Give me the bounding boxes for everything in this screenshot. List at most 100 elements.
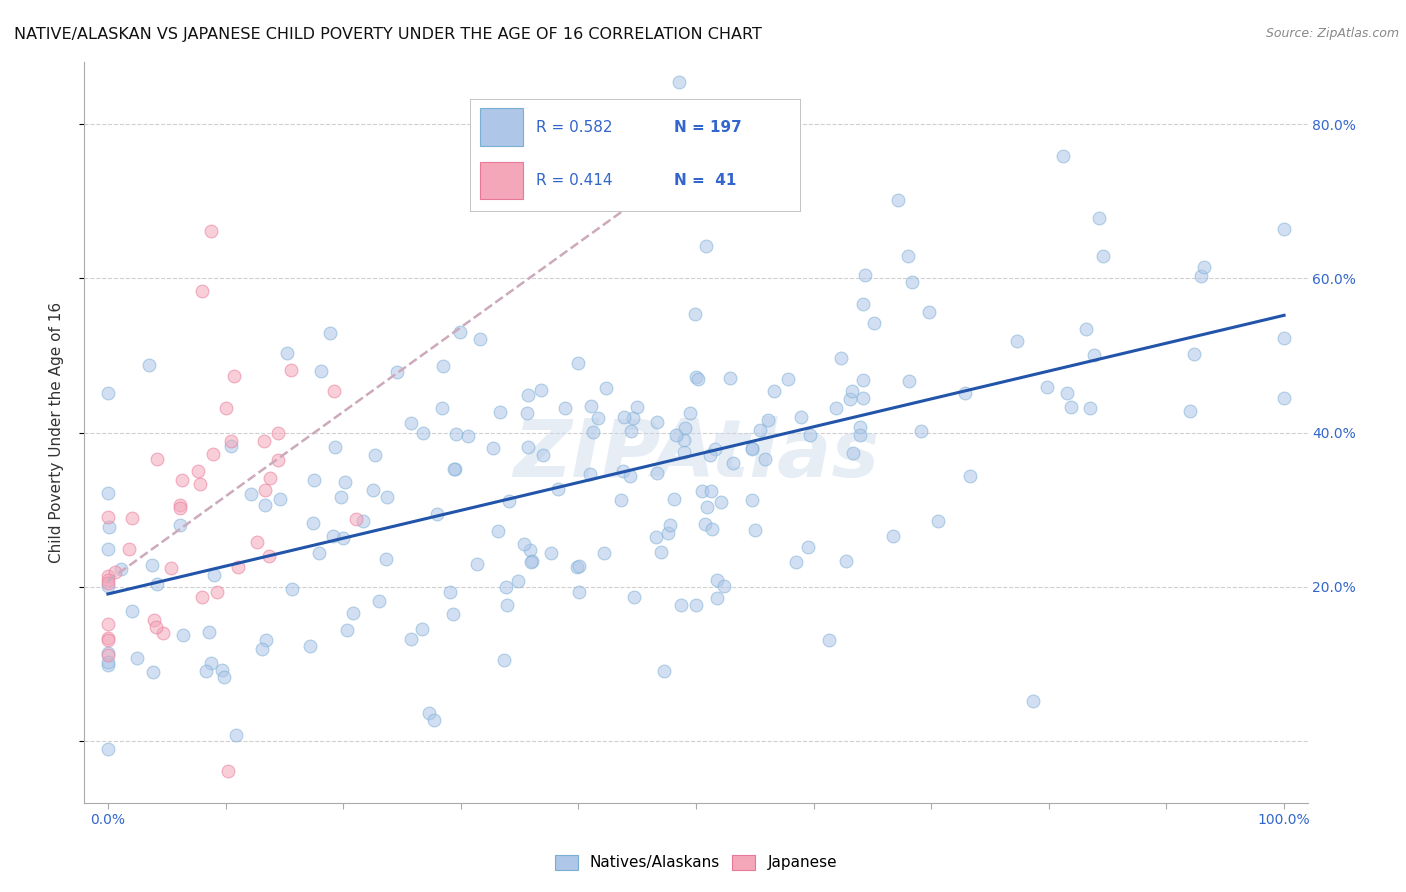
Point — [97, 569, 120, 583]
Point — [444, 427, 467, 442]
Point — [422, 713, 444, 727]
Point — [834, 554, 856, 568]
Point — [927, 514, 949, 528]
Point — [253, 434, 276, 449]
Point — [212, 670, 235, 684]
Legend: Natives/Alaskans, Japanese: Natives/Alaskans, Japanese — [548, 849, 844, 877]
Point — [97, 655, 120, 669]
Point — [467, 557, 489, 571]
Point — [756, 413, 779, 427]
Point — [619, 469, 641, 483]
Point — [253, 498, 276, 512]
Point — [613, 409, 636, 424]
Point — [610, 492, 633, 507]
Point — [841, 384, 863, 398]
Text: NATIVE/ALASKAN VS JAPANESE CHILD POVERTY UNDER THE AGE OF 16 CORRELATION CHART: NATIVE/ALASKAN VS JAPANESE CHILD POVERTY… — [14, 27, 762, 42]
Point — [138, 359, 160, 373]
Point — [910, 424, 932, 438]
Point — [898, 374, 921, 388]
Point — [554, 401, 576, 416]
Point — [239, 487, 262, 501]
Point — [1092, 249, 1115, 263]
Point — [744, 523, 766, 537]
Point — [654, 664, 676, 678]
Point — [426, 507, 449, 521]
Point — [97, 633, 120, 648]
Point — [568, 558, 591, 573]
Point — [200, 224, 222, 238]
Point — [496, 599, 519, 613]
Point — [488, 405, 510, 419]
Point — [662, 491, 685, 506]
Point — [1078, 401, 1101, 415]
Point — [246, 534, 269, 549]
Point — [145, 619, 167, 633]
Point — [342, 606, 364, 620]
Point — [1021, 694, 1043, 708]
Point — [679, 406, 702, 420]
Point — [789, 410, 811, 425]
Point — [647, 466, 669, 480]
Point — [97, 509, 120, 524]
Point — [142, 665, 165, 679]
Point — [333, 475, 356, 489]
Point — [215, 401, 238, 416]
Point — [520, 554, 543, 568]
Point — [302, 516, 325, 531]
Point — [706, 574, 728, 588]
Point — [668, 75, 690, 89]
Point — [323, 384, 346, 398]
Point — [97, 742, 120, 756]
Point — [254, 632, 277, 647]
Point — [368, 594, 391, 608]
Point — [457, 429, 479, 443]
Point — [568, 585, 591, 599]
Point — [412, 426, 434, 441]
Point — [513, 536, 536, 550]
Point — [97, 631, 120, 645]
Point — [267, 453, 290, 467]
Point — [352, 514, 374, 528]
Point — [127, 650, 149, 665]
Point — [886, 193, 908, 207]
Point — [276, 346, 298, 360]
Point — [430, 401, 453, 416]
Point — [418, 706, 440, 720]
Point — [269, 491, 291, 506]
Point — [671, 598, 693, 612]
Point — [897, 249, 920, 263]
Point — [953, 385, 976, 400]
Point — [506, 574, 529, 589]
Point — [540, 546, 562, 560]
Point — [226, 559, 249, 574]
Point — [97, 647, 120, 661]
Point — [621, 411, 644, 425]
Point — [169, 501, 191, 516]
Point — [567, 356, 589, 370]
Point — [686, 371, 709, 385]
Point — [852, 297, 875, 311]
Point — [281, 582, 304, 597]
Point — [959, 469, 981, 483]
Point — [170, 473, 193, 487]
Point — [672, 445, 695, 459]
Point — [308, 546, 330, 560]
Point — [117, 542, 139, 557]
Point — [449, 326, 471, 340]
Point — [482, 442, 505, 456]
Point — [486, 524, 509, 538]
Point — [222, 369, 245, 384]
Point — [145, 577, 167, 591]
Point — [325, 440, 347, 454]
Point — [741, 442, 763, 456]
Point — [721, 456, 744, 470]
Point — [516, 440, 538, 454]
Text: ZIPAtlas: ZIPAtlas — [513, 416, 879, 494]
Point — [97, 542, 120, 557]
Point — [152, 626, 174, 640]
Point — [817, 632, 839, 647]
Point — [318, 326, 340, 341]
Point — [685, 369, 707, 384]
Point — [253, 483, 276, 497]
Point — [620, 424, 643, 438]
